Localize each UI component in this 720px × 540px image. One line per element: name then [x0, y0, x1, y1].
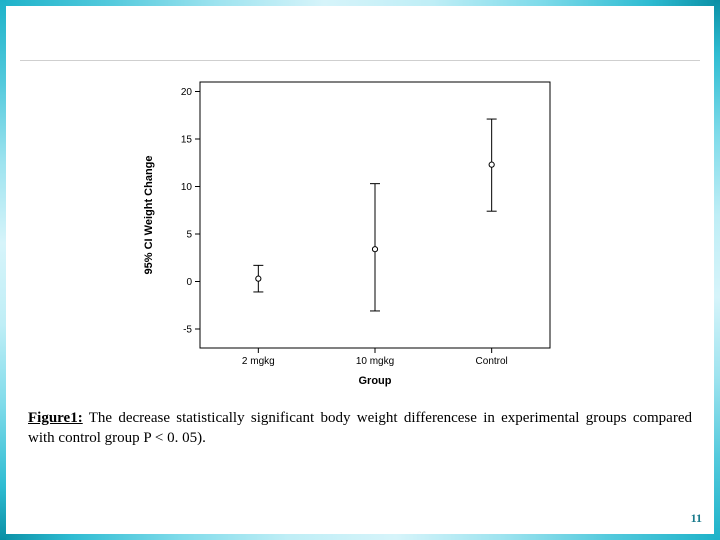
x-tick-label: 10 mgkg [356, 356, 394, 367]
y-tick-label: 15 [181, 135, 193, 146]
slide: -5 0 5 10 15 20 2 mgkg 10 mgkg Control Group 95% C… [0, 0, 720, 540]
figure-label: Figure1: [28, 410, 83, 426]
x-axis-label: Group [359, 375, 392, 387]
x-tick-label: Control [476, 356, 508, 367]
figure-caption-text: The decrease statistically significant b… [28, 410, 692, 446]
y-axis-label: 95% CI Weight Change [143, 156, 155, 275]
point-marker [372, 247, 377, 252]
figure-caption: Figure1: The decrease statistically sign… [28, 408, 692, 449]
y-tick-label: 10 [181, 182, 193, 193]
slide-border-top [0, 0, 720, 6]
slide-border-bottom [0, 534, 720, 540]
y-tick-label: 20 [181, 87, 193, 98]
weight-change-chart: -5 0 5 10 15 20 2 mgkg 10 mgkg Control Group 95% C… [130, 70, 570, 390]
title-placeholder-rule [20, 60, 700, 61]
slide-border-right [714, 0, 720, 540]
point-marker [489, 162, 494, 167]
y-tick-label: 5 [186, 230, 192, 241]
y-tick-label: 0 [186, 277, 192, 288]
x-tick-label: 2 mgkg [242, 356, 275, 367]
slide-border-left [0, 0, 6, 540]
y-tick-label: -5 [183, 325, 192, 336]
page-number: 11 [691, 511, 702, 526]
point-marker [256, 276, 261, 281]
chart-svg: -5 0 5 10 15 20 2 mgkg 10 mgkg Control Group 95% C… [130, 70, 570, 390]
